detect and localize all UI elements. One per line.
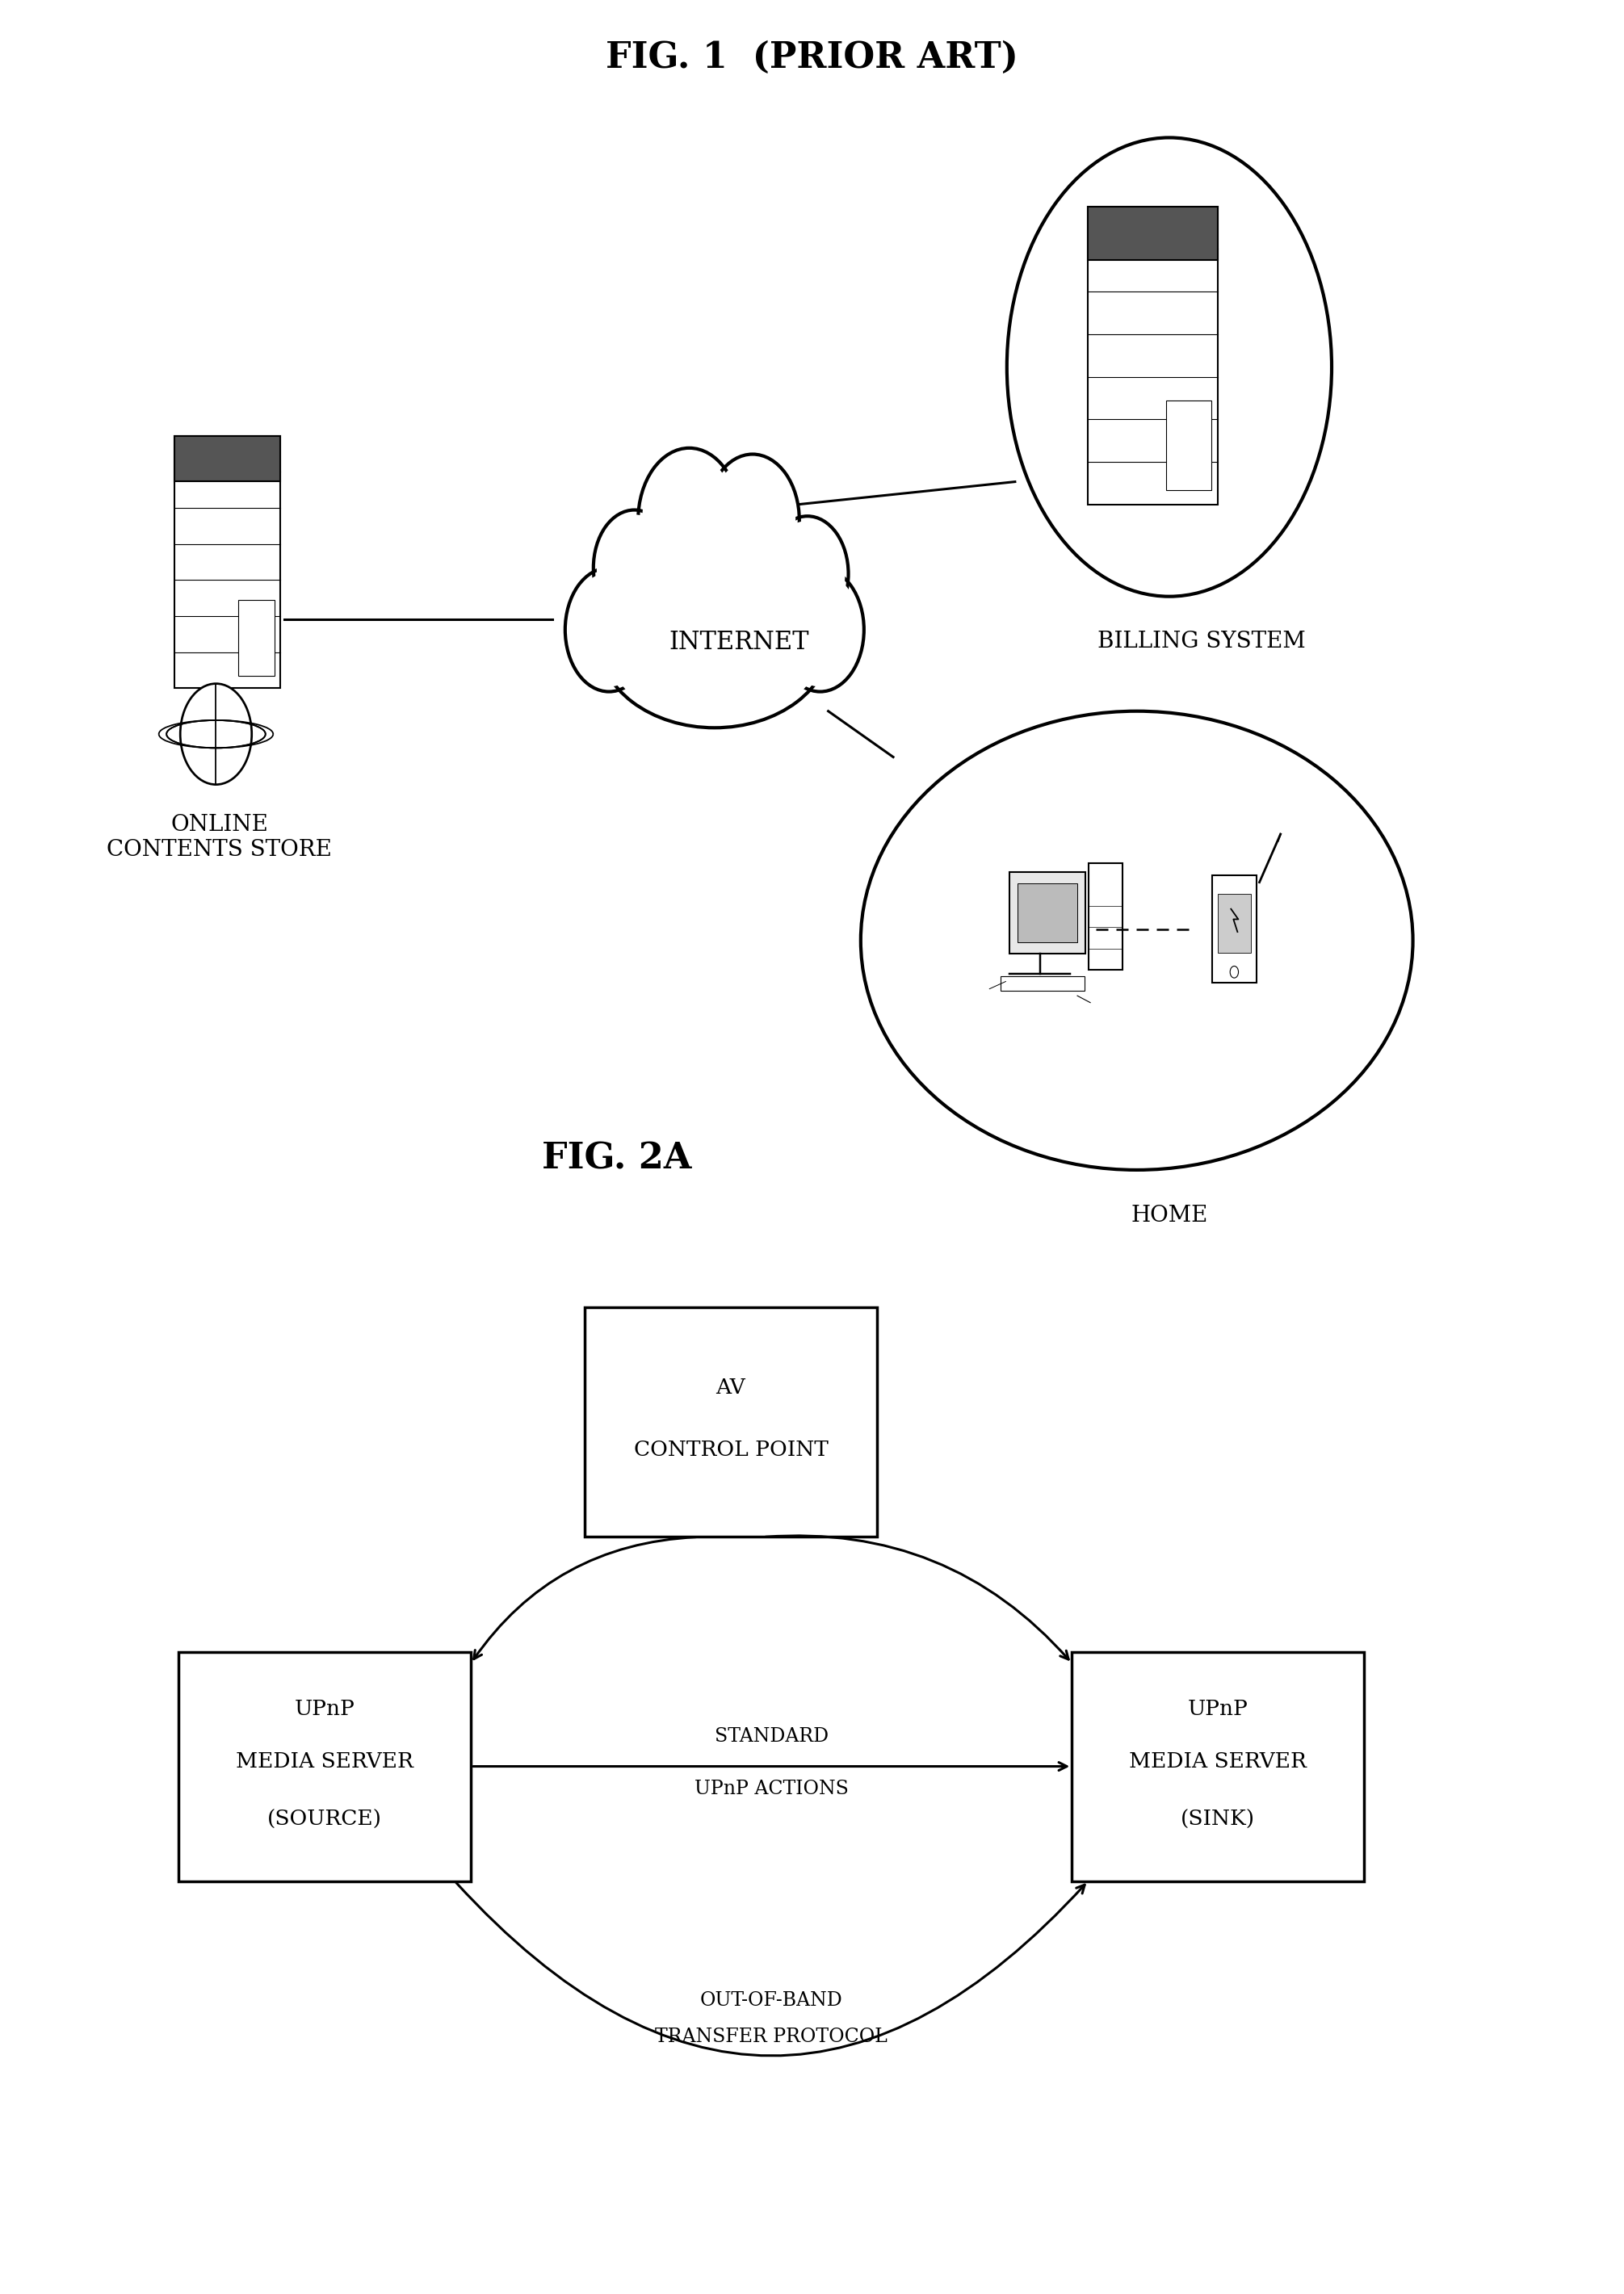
Text: UPnP ACTIONS: UPnP ACTIONS — [695, 1780, 848, 1798]
Text: OUT-OF-BAND: OUT-OF-BAND — [700, 1991, 843, 2010]
Circle shape — [593, 509, 676, 626]
FancyArrowPatch shape — [473, 1762, 1067, 1771]
Bar — [1166, 399, 1212, 491]
Text: (SINK): (SINK) — [1181, 1810, 1255, 1828]
Text: STANDARD: STANDARD — [715, 1727, 828, 1746]
Bar — [175, 436, 281, 688]
Bar — [585, 1308, 877, 1537]
Ellipse shape — [598, 553, 830, 727]
FancyArrowPatch shape — [765, 1535, 1069, 1659]
Bar — [1018, 883, 1077, 943]
Text: (SOURCE): (SOURCE) — [268, 1810, 382, 1828]
Circle shape — [596, 514, 672, 622]
Circle shape — [565, 569, 653, 693]
FancyArrowPatch shape — [474, 1537, 697, 1659]
Circle shape — [1007, 138, 1332, 596]
Text: UPnP: UPnP — [294, 1700, 356, 1718]
Text: TRANSFER PROTOCOL: TRANSFER PROTOCOL — [654, 2028, 888, 2046]
Bar — [1088, 863, 1122, 970]
Bar — [1088, 206, 1218, 505]
Bar — [1072, 1652, 1364, 1881]
Text: CONTROL POINT: CONTROL POINT — [633, 1441, 828, 1459]
Bar — [1212, 876, 1257, 982]
Text: HOME: HOME — [1130, 1204, 1208, 1227]
Text: UPnP: UPnP — [1187, 1700, 1249, 1718]
Text: INTERNET: INTERNET — [669, 631, 809, 654]
Ellipse shape — [604, 557, 825, 723]
Bar — [179, 1652, 471, 1881]
FancyArrowPatch shape — [456, 1883, 1085, 2055]
Circle shape — [638, 447, 741, 592]
Circle shape — [180, 684, 252, 785]
Bar — [1218, 895, 1250, 952]
Text: FIG. 1  (PRIOR ART): FIG. 1 (PRIOR ART) — [606, 39, 1018, 76]
Bar — [1000, 977, 1085, 991]
Circle shape — [710, 459, 796, 580]
Bar — [175, 436, 281, 482]
Circle shape — [770, 521, 844, 626]
Text: MEDIA SERVER: MEDIA SERVER — [235, 1753, 414, 1771]
Text: MEDIA SERVER: MEDIA SERVER — [1129, 1753, 1307, 1771]
Circle shape — [767, 516, 848, 631]
Text: FIG. 2A: FIG. 2A — [542, 1140, 692, 1177]
Circle shape — [568, 574, 650, 686]
Circle shape — [641, 454, 736, 587]
Bar — [1088, 206, 1218, 259]
Circle shape — [706, 454, 799, 587]
Circle shape — [780, 574, 861, 686]
Bar — [1010, 872, 1085, 954]
Ellipse shape — [861, 711, 1413, 1170]
Circle shape — [776, 569, 864, 693]
Text: ONLINE
CONTENTS STORE: ONLINE CONTENTS STORE — [107, 814, 331, 860]
Text: BILLING SYSTEM: BILLING SYSTEM — [1098, 631, 1306, 654]
Text: AV: AV — [716, 1379, 745, 1397]
Bar — [237, 601, 274, 677]
